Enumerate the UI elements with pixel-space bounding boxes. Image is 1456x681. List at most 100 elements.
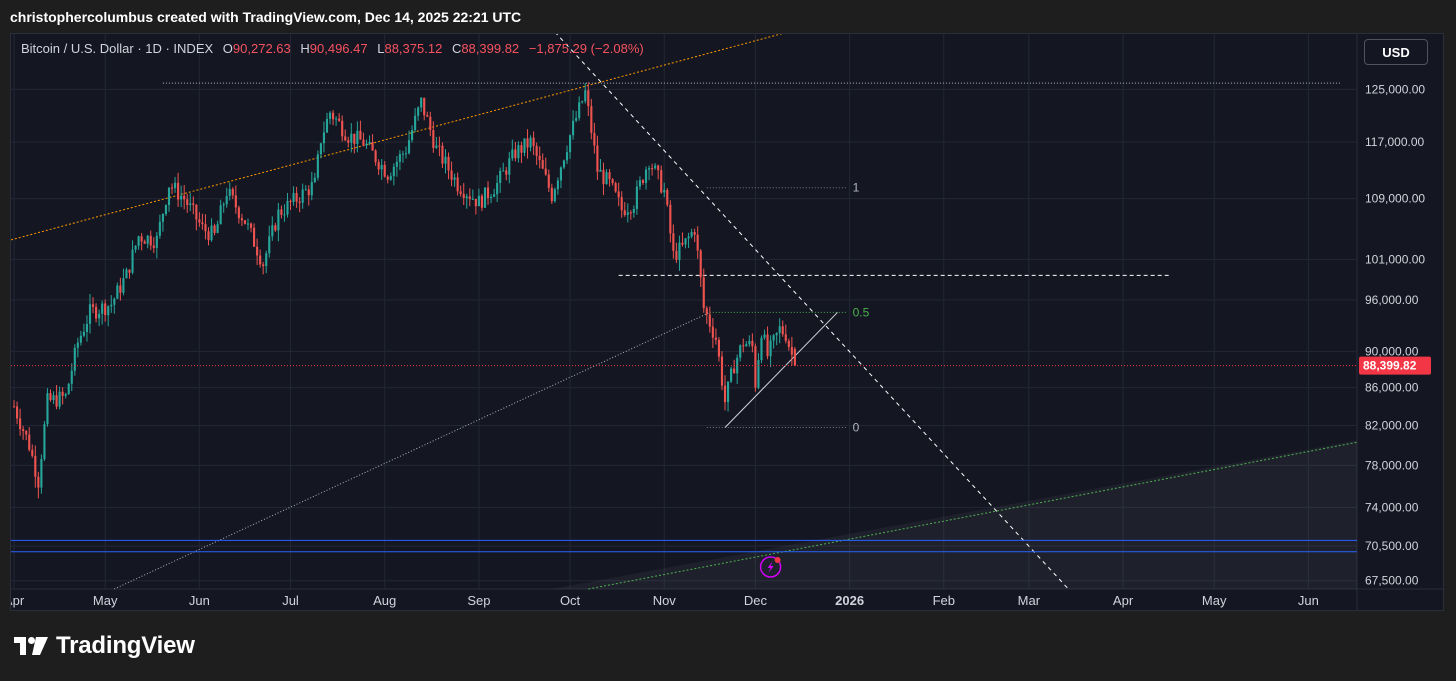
candle-body <box>98 313 101 319</box>
price-chart[interactable]: 125,000.00 117,000.00 109,000.00 101,000.00… <box>11 34 1443 610</box>
candle-body <box>572 120 575 136</box>
candle-body <box>344 136 347 141</box>
low-label: L <box>377 41 385 56</box>
candle-body <box>295 193 298 202</box>
candle-body <box>95 306 98 319</box>
candle-body <box>711 326 714 338</box>
candle-body <box>180 195 183 200</box>
currency-button[interactable]: USD <box>1364 39 1428 65</box>
candle-body <box>61 391 64 396</box>
candle-body <box>581 101 584 103</box>
open-label: O <box>222 41 233 56</box>
candle-body <box>623 210 626 215</box>
candle-body <box>775 332 778 336</box>
candle-body <box>374 150 377 163</box>
candle-body <box>684 238 687 245</box>
candle-body <box>149 235 152 246</box>
high-label: H <box>300 41 310 56</box>
candle-body <box>85 323 89 332</box>
candle-body <box>769 340 772 357</box>
candle-body <box>502 170 505 172</box>
candle-body <box>471 198 474 200</box>
candle-body <box>772 335 775 341</box>
candle-body <box>183 195 186 200</box>
candle-body <box>46 393 49 425</box>
candle-body <box>751 340 754 347</box>
candle-body <box>693 231 696 235</box>
close-value: 88,399.82 <box>461 41 520 56</box>
candle-body <box>131 249 134 273</box>
candle-body <box>745 344 748 347</box>
candle-body <box>465 196 468 199</box>
candle-body <box>398 154 401 162</box>
y-tick-label: 101,000.00 <box>1365 252 1425 266</box>
candle-body <box>52 395 55 400</box>
fib-level-label: 1 <box>853 181 860 195</box>
candle-body <box>310 182 313 196</box>
candle-body <box>608 172 611 180</box>
x-tick-label: Apr <box>11 593 25 608</box>
candle-body <box>243 220 247 224</box>
candle-body <box>429 116 432 131</box>
candle-body <box>690 231 693 237</box>
candle-body <box>575 117 578 121</box>
candle-body <box>483 187 487 208</box>
tradingview-logo[interactable]: TradingView <box>14 632 195 660</box>
candle-body <box>107 306 110 316</box>
candle-body <box>350 133 353 143</box>
candle-body <box>307 189 310 196</box>
candle-body <box>541 159 544 169</box>
candle-body <box>654 165 657 169</box>
candle-body <box>237 207 240 219</box>
candle-body <box>496 183 499 195</box>
candle-body <box>459 191 462 194</box>
candle-body <box>265 253 268 267</box>
event-icon-bolt <box>767 561 774 573</box>
candle-body <box>91 304 95 307</box>
candle-body <box>480 195 484 208</box>
y-tick-label: 90,000.00 <box>1365 344 1419 358</box>
candle-body <box>556 180 559 190</box>
candle-body <box>663 189 666 193</box>
candle-body <box>177 182 180 200</box>
candle-body <box>37 476 40 488</box>
candle-body <box>259 255 262 265</box>
candle-body <box>532 137 535 146</box>
candle-body <box>104 303 107 316</box>
event-lightning-icon[interactable] <box>759 556 782 578</box>
candle-body <box>720 356 724 386</box>
candle-body <box>781 326 784 335</box>
candle-body <box>726 381 730 403</box>
candle-body <box>687 236 690 239</box>
candle-body <box>784 334 787 341</box>
y-tick-label: 109,000.00 <box>1365 192 1425 206</box>
candle-body <box>152 245 155 248</box>
candle-body <box>611 179 614 184</box>
candle-body <box>675 250 678 260</box>
candle-body <box>793 348 796 366</box>
x-tick-label: Nov <box>653 593 677 608</box>
chart-panel[interactable]: 125,000.00 117,000.00 109,000.00 101,000.00… <box>10 33 1444 611</box>
candle-body <box>319 143 322 155</box>
candle-body <box>520 145 523 153</box>
candle-body <box>246 223 250 225</box>
header-bar: christophercolumbus created with Trading… <box>0 0 1456 34</box>
close-label: C <box>451 41 462 56</box>
candle-body <box>420 97 423 108</box>
candle-body <box>167 187 171 206</box>
candle-body <box>49 393 52 400</box>
candle-body <box>641 180 645 183</box>
candle-body <box>550 187 553 202</box>
candle-body <box>210 225 213 241</box>
candle-body <box>529 137 532 148</box>
candle-body <box>754 346 757 388</box>
candle-body <box>723 385 727 403</box>
candle-body <box>474 198 477 207</box>
x-tick-label: Apr <box>1113 593 1134 608</box>
candle-body <box>681 242 684 245</box>
green-trendline <box>588 441 1358 590</box>
candle-body <box>253 227 256 247</box>
candle-body <box>526 138 529 148</box>
candle-body <box>362 139 365 146</box>
y-tick-label: 96,000.00 <box>1365 293 1419 307</box>
